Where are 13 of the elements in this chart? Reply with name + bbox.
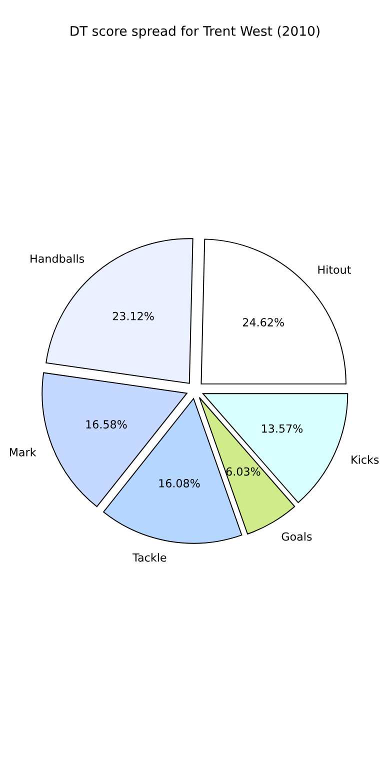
data-label: 24.62%	[242, 318, 284, 326]
slice-label: Goals	[282, 532, 312, 541]
data-label: 16.58%	[86, 420, 127, 429]
data-label: 23.12%	[112, 312, 154, 320]
slice-label: Hitout	[318, 265, 351, 274]
slice-label: Kicks	[352, 455, 379, 464]
data-label: 6.03%	[226, 467, 260, 476]
slice-label: Mark	[10, 448, 36, 456]
data-label: 16.08%	[159, 479, 200, 488]
chart-title: DT score spread for Trent West (2010)	[70, 26, 320, 39]
data-label: 13.57%	[262, 424, 303, 433]
slice-label: Handballs	[30, 254, 84, 263]
slice-label: Tackle	[132, 553, 166, 562]
